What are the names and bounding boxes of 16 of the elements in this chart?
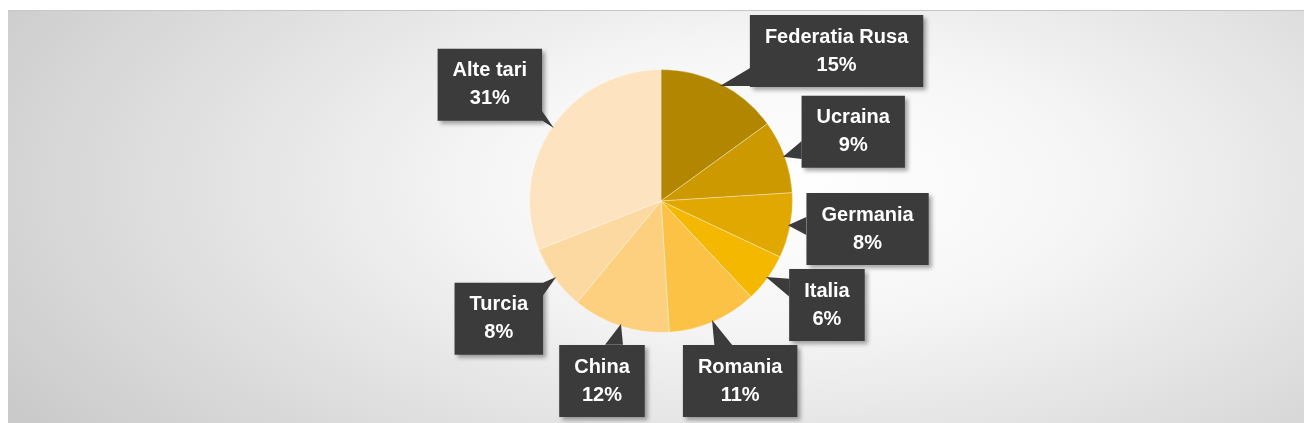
data-label: 8% [853,230,883,253]
slice-label: Alte tari [452,58,528,81]
data-label: 6% [812,306,842,329]
data-label: 9% [838,133,868,156]
data-label: 8% [484,320,514,343]
slice-label: Ucraina [816,105,891,128]
slice-label: China [574,354,631,377]
slice-label: Italia [804,278,851,301]
slice-label: Germania [821,202,915,225]
data-label: 31% [469,86,511,109]
data-label: 11% [720,382,760,405]
data-label: 15% [816,52,857,75]
data-label: 12% [581,382,623,405]
slice-label: Romania [697,354,784,377]
slice-label: Federatia Rusa [764,24,910,47]
slice-label: Turcia [469,292,529,315]
